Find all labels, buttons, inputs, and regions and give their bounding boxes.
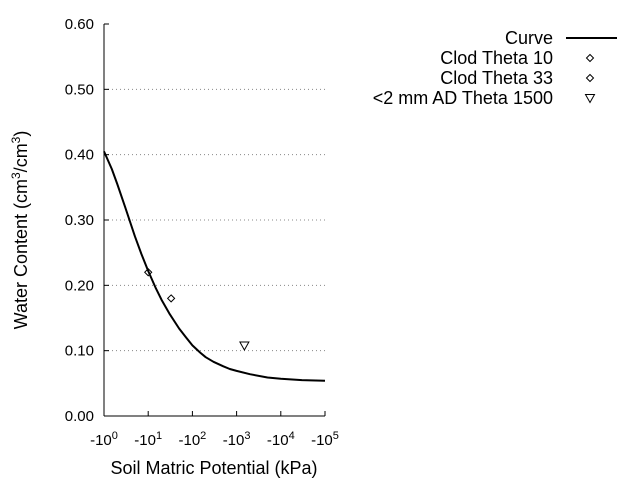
axes: 0.00 0.10 0.20 0.30 0.40 0.50 0.60 -100 -101 -102… [65,16,339,449]
legend-diamond-marker [585,73,595,83]
y-tick-label: 0.20 [65,277,94,294]
legend-diamond-marker [585,53,595,63]
x-tick-label: -105 [311,430,339,449]
x-tick-label: -100 [90,430,118,449]
x-tick-label: -101 [134,430,162,449]
y-tick-label: 0.40 [65,147,94,164]
gridlines [104,88,325,352]
legend-label: Clod Theta 33 [440,68,553,88]
data-point-triangle [239,341,250,351]
x-tick-label: -102 [178,430,206,449]
legend-label: Curve [505,28,553,48]
y-tick-label: 0.10 [65,343,94,360]
x-tick-label: -103 [223,430,251,449]
y-tick-label: 0.50 [65,81,94,98]
y-axis-title: Water Content (cm3/cm3) [9,131,31,330]
legend-triangle-marker [584,94,596,104]
plot-area [103,150,326,382]
y-tick-label: 0.30 [65,212,94,229]
x-tick-label: -104 [267,430,295,449]
curve-line [103,150,326,382]
y-tick-label: 0.60 [65,16,94,33]
x-axis-title: Soil Matric Potential (kPa) [110,458,317,478]
legend-label: Clod Theta 10 [440,48,553,68]
y-tick-label: 0.00 [65,408,94,425]
data-point-diamond [166,294,176,303]
legend-label: <2 mm AD Theta 1500 [373,88,553,108]
data-point-diamond [143,268,153,277]
